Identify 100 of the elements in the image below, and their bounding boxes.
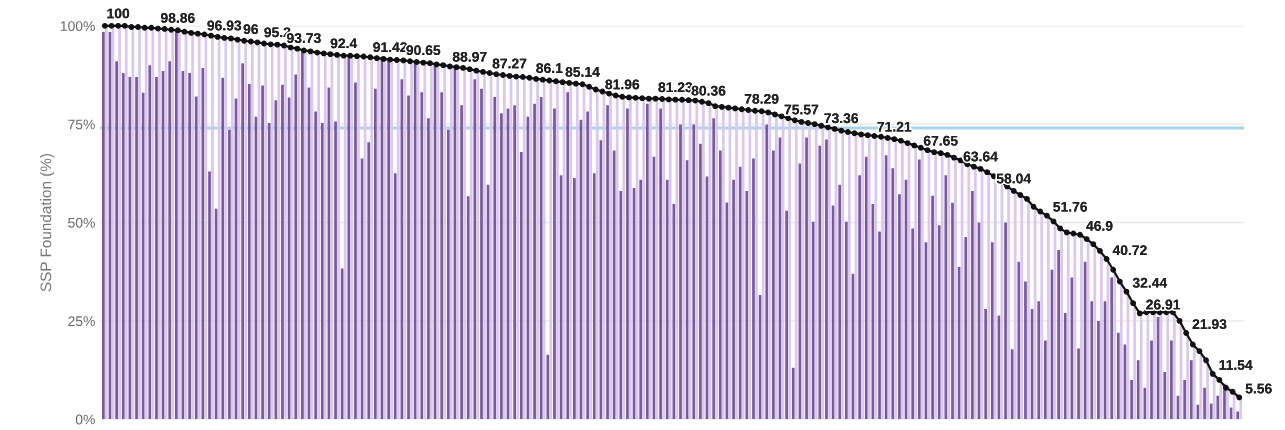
bar: [480, 88, 483, 420]
bar: [1116, 332, 1120, 420]
data-label: 73.36: [824, 113, 859, 124]
data-label: 5.56: [1245, 383, 1272, 394]
bar: [931, 195, 934, 420]
bar: [354, 82, 357, 420]
y-tick-label: 50%: [68, 217, 95, 228]
bar: [990, 242, 994, 420]
bar: [1189, 360, 1193, 420]
bar: [466, 196, 470, 420]
bar: [194, 96, 198, 420]
bar: [473, 79, 477, 420]
bar: [367, 142, 371, 420]
bar: [984, 309, 988, 420]
bar: [124, 25, 128, 420]
bar: [274, 100, 278, 420]
bar: [104, 25, 108, 420]
bar: [573, 178, 576, 420]
bar: [1024, 281, 1027, 420]
bar: [493, 97, 497, 420]
bar: [951, 202, 954, 420]
bar: [148, 65, 152, 420]
bar: [1010, 349, 1014, 420]
bar: [679, 124, 682, 420]
bar: [1170, 340, 1173, 420]
data-label: 71.21: [877, 121, 912, 132]
bar: [858, 175, 861, 420]
bar: [1143, 387, 1147, 420]
bar: [221, 77, 225, 420]
bar: [586, 111, 590, 420]
bar: [155, 76, 158, 420]
data-label: 90.65: [406, 45, 441, 56]
data-label: 21.93: [1192, 319, 1227, 330]
bar: [334, 121, 337, 420]
data-label: 63.64: [963, 151, 998, 162]
bar: [340, 268, 344, 420]
data-label: 88.97: [452, 51, 487, 62]
bar: [818, 145, 822, 420]
bar: [971, 191, 974, 420]
bar: [1130, 379, 1133, 420]
bar: [592, 173, 596, 420]
bar: [944, 175, 948, 420]
bar: [619, 191, 623, 420]
data-label: 85.14: [565, 66, 600, 77]
bar: [699, 143, 702, 420]
bar: [539, 97, 543, 420]
bar: [320, 122, 324, 420]
bar: [1183, 379, 1187, 420]
bar: [427, 118, 430, 420]
bar: [513, 105, 517, 420]
bar: [685, 160, 689, 420]
bar: [115, 61, 119, 420]
data-label: 98.86: [160, 12, 195, 23]
bar: [864, 156, 868, 420]
bar: [188, 73, 191, 420]
bar: [738, 166, 742, 420]
y-tick-label: 100%: [60, 21, 95, 31]
data-label: 87.27: [492, 58, 527, 69]
bar: [785, 210, 789, 420]
bar: [141, 92, 145, 420]
data-label: 91.42: [373, 42, 407, 53]
bar: [121, 73, 125, 420]
bar: [626, 108, 629, 420]
bar: [765, 124, 769, 420]
data-label: 67.65: [923, 135, 958, 146]
bar: [1043, 340, 1047, 420]
data-label: 32.44: [1132, 277, 1168, 288]
bar: [393, 173, 397, 420]
bar: [214, 208, 218, 420]
bar: [1090, 301, 1094, 420]
data-label: 40.72: [1112, 245, 1147, 256]
bar: [937, 225, 941, 420]
data-label: 78.29: [744, 93, 779, 104]
data-label: 75.57: [784, 104, 819, 115]
bar: [639, 179, 643, 420]
bar: [718, 150, 722, 420]
bar: [546, 354, 550, 420]
y-tick-label: 25%: [68, 316, 95, 327]
bar: [791, 367, 795, 420]
bar: [1017, 261, 1021, 420]
bar: [1163, 372, 1167, 420]
bar: [1216, 395, 1220, 420]
bar: [917, 159, 921, 420]
bar: [533, 103, 536, 420]
bar: [1203, 387, 1206, 420]
data-label: 58.04: [996, 173, 1031, 184]
bar: [228, 129, 231, 420]
bar: [805, 137, 808, 420]
bar: [911, 228, 915, 420]
bar: [261, 85, 264, 420]
bar: [1236, 411, 1240, 420]
y-tick-label: 75%: [68, 119, 95, 130]
bar: [267, 122, 271, 420]
data-label: 81.23: [658, 82, 693, 93]
bar: [825, 139, 828, 420]
bar: [446, 129, 450, 420]
bar: [891, 168, 895, 420]
bar: [1097, 320, 1100, 420]
bar: [1063, 313, 1067, 420]
bar: [1077, 348, 1080, 420]
